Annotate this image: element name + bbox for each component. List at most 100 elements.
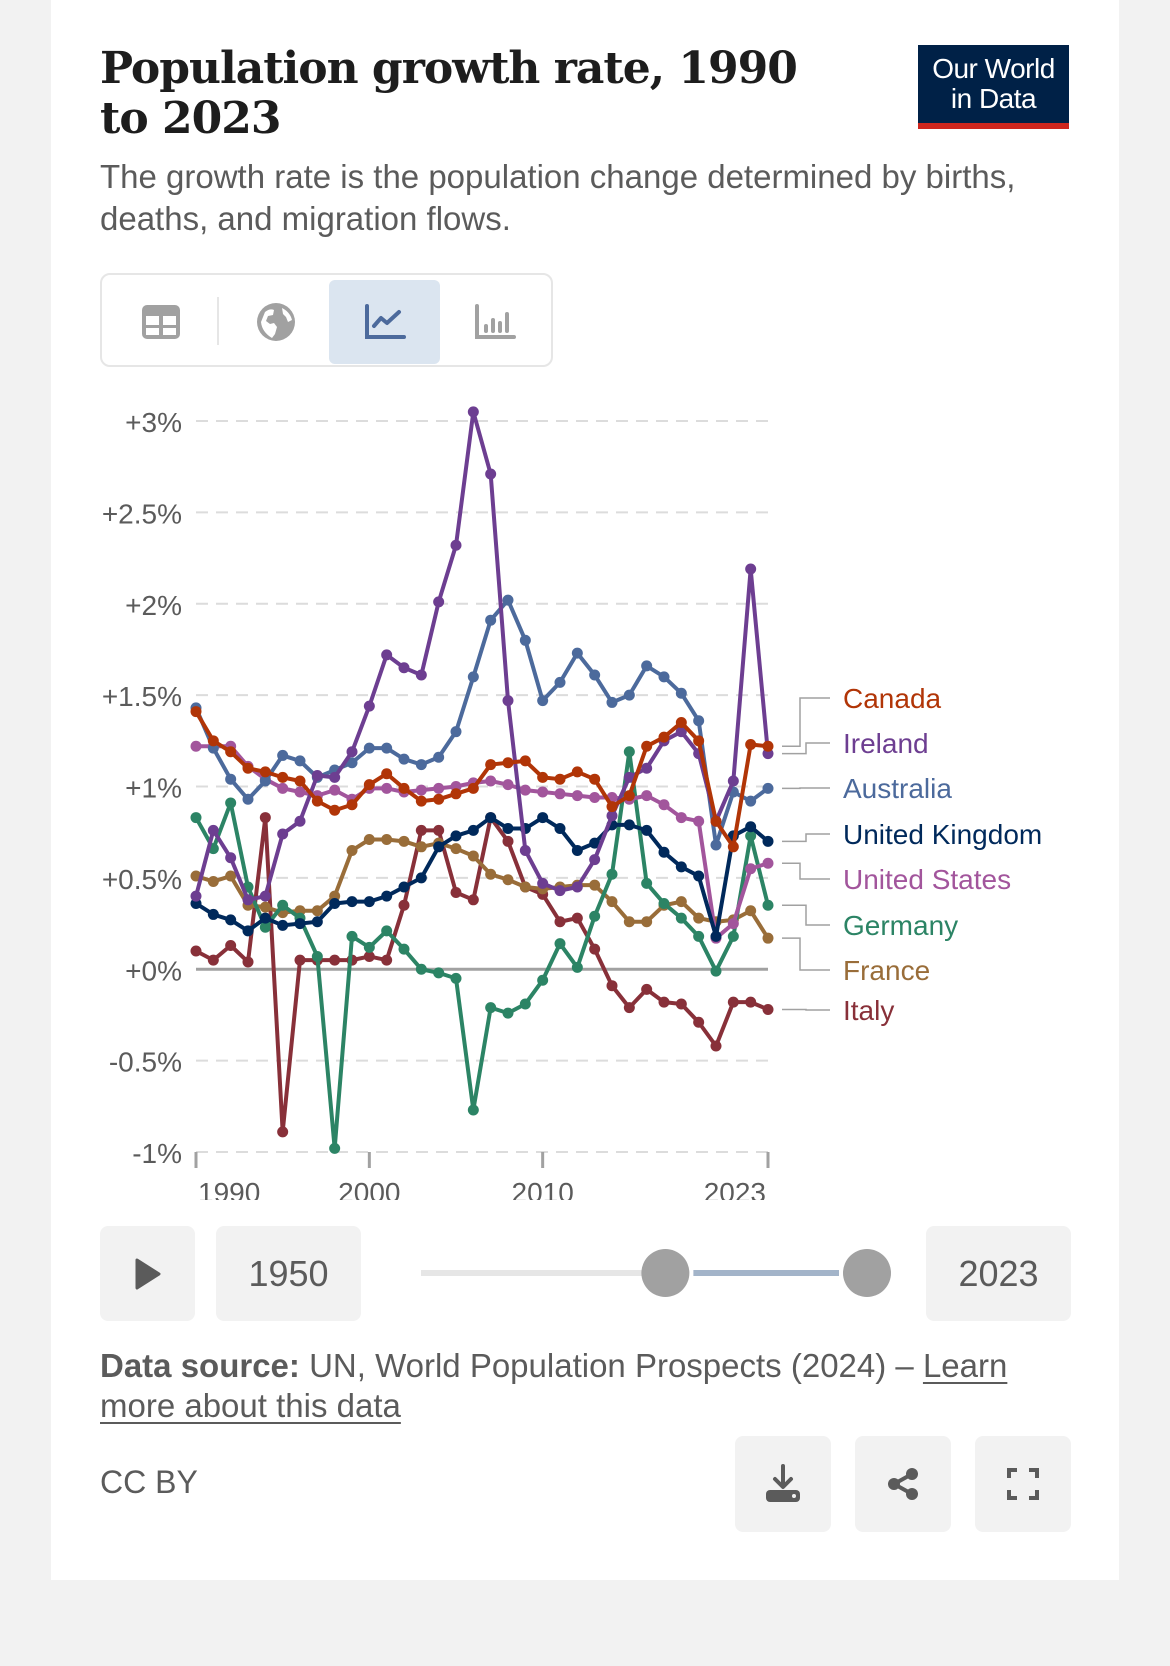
- legend-label[interactable]: Ireland: [843, 728, 929, 759]
- tab-map[interactable]: [220, 280, 331, 364]
- legend-label[interactable]: United States: [843, 864, 1011, 895]
- slider-track[interactable]: [421, 1270, 644, 1276]
- legend-label[interactable]: Canada: [843, 683, 942, 714]
- data-point: [242, 793, 254, 805]
- data-point: [727, 930, 739, 942]
- data-point: [502, 757, 514, 769]
- x-tick-label: 2000: [338, 1177, 400, 1200]
- download-button[interactable]: [735, 1436, 831, 1532]
- share-icon: [888, 1468, 918, 1500]
- data-point: [589, 943, 601, 955]
- data-point: [641, 983, 653, 995]
- data-point: [225, 746, 237, 758]
- data-point: [467, 406, 479, 418]
- y-tick-label: +0%: [125, 955, 182, 986]
- legend-label[interactable]: France: [843, 955, 930, 986]
- data-point: [658, 671, 670, 683]
- y-tick-label: -0.5%: [109, 1047, 182, 1078]
- timeline-end-year[interactable]: 2023: [926, 1226, 1071, 1321]
- data-point: [623, 746, 635, 758]
- slider-end-handle[interactable]: [843, 1249, 891, 1297]
- legend-label[interactable]: United Kingdom: [843, 819, 1042, 850]
- data-point: [519, 998, 531, 1010]
- data-point: [606, 980, 618, 992]
- data-point: [363, 941, 375, 953]
- data-point: [207, 876, 219, 888]
- data-point: [467, 894, 479, 906]
- data-point: [294, 918, 306, 930]
- data-point: [502, 594, 514, 606]
- legend-leader-line: [782, 937, 830, 971]
- data-point: [311, 916, 323, 928]
- data-point: [641, 824, 653, 836]
- y-tick-label: +2%: [125, 590, 182, 621]
- fullscreen-button[interactable]: [975, 1436, 1071, 1532]
- legend-leader-line: [782, 833, 830, 843]
- data-point: [190, 945, 202, 957]
- data-point: [745, 738, 757, 750]
- data-point: [675, 998, 687, 1010]
- data-point: [294, 775, 306, 787]
- data-point: [329, 954, 341, 966]
- data-point: [658, 996, 670, 1008]
- data-point: [381, 954, 393, 966]
- data-point: [675, 726, 687, 738]
- data-point: [571, 912, 583, 924]
- series-canada: [190, 706, 774, 853]
- data-point: [519, 881, 531, 893]
- data-point: [381, 768, 393, 780]
- data-point: [693, 815, 705, 827]
- play-button[interactable]: [100, 1226, 195, 1321]
- data-point: [675, 912, 687, 924]
- legend-label[interactable]: Australia: [843, 773, 952, 804]
- x-tick-label: 1990: [198, 1177, 260, 1200]
- data-point: [537, 812, 549, 824]
- timeline-slider[interactable]: [400, 1240, 900, 1310]
- tab-table[interactable]: [105, 280, 216, 364]
- data-point: [329, 897, 341, 909]
- data-point: [277, 782, 289, 794]
- legend-label[interactable]: Germany: [843, 910, 958, 941]
- data-point: [589, 773, 601, 785]
- data-point: [242, 925, 254, 937]
- data-point: [329, 771, 341, 783]
- data-point: [641, 660, 653, 672]
- slider-start-handle[interactable]: [641, 1249, 690, 1297]
- data-point: [415, 759, 427, 771]
- view-tabs: [100, 273, 553, 367]
- data-point: [537, 877, 549, 889]
- series-united-kingdom: [190, 812, 774, 942]
- timeline-start-year[interactable]: 1950: [216, 1226, 361, 1321]
- data-point: [710, 1040, 722, 1052]
- data-point: [277, 771, 289, 783]
- data-point: [519, 755, 531, 767]
- data-point: [554, 823, 566, 835]
- data-point: [606, 896, 618, 908]
- data-point: [415, 795, 427, 807]
- data-point: [658, 799, 670, 811]
- data-point: [381, 890, 393, 902]
- owid-logo[interactable]: Our World in Data: [918, 45, 1069, 129]
- data-point: [259, 921, 271, 933]
- y-tick-label: +3%: [125, 407, 182, 438]
- share-button[interactable]: [855, 1436, 951, 1532]
- legend-leader-line: [782, 1008, 830, 1011]
- data-point: [433, 596, 445, 608]
- tab-chart[interactable]: [329, 280, 440, 364]
- data-point: [450, 788, 462, 800]
- learn-more-link[interactable]: Learn more about this data: [100, 1347, 1008, 1424]
- slider-selected-range: [693, 1270, 839, 1276]
- data-point: [398, 782, 410, 794]
- data-point: [537, 695, 549, 707]
- data-point: [433, 967, 445, 979]
- series-italy: [190, 812, 774, 1138]
- data-point: [467, 824, 479, 836]
- data-point: [623, 790, 635, 802]
- data-point: [294, 755, 306, 767]
- legend-label[interactable]: Italy: [843, 995, 894, 1026]
- data-point: [346, 896, 358, 908]
- data-point: [381, 833, 393, 845]
- data-point: [623, 916, 635, 928]
- data-point: [311, 905, 323, 917]
- tab-bar-chart[interactable]: [439, 280, 550, 364]
